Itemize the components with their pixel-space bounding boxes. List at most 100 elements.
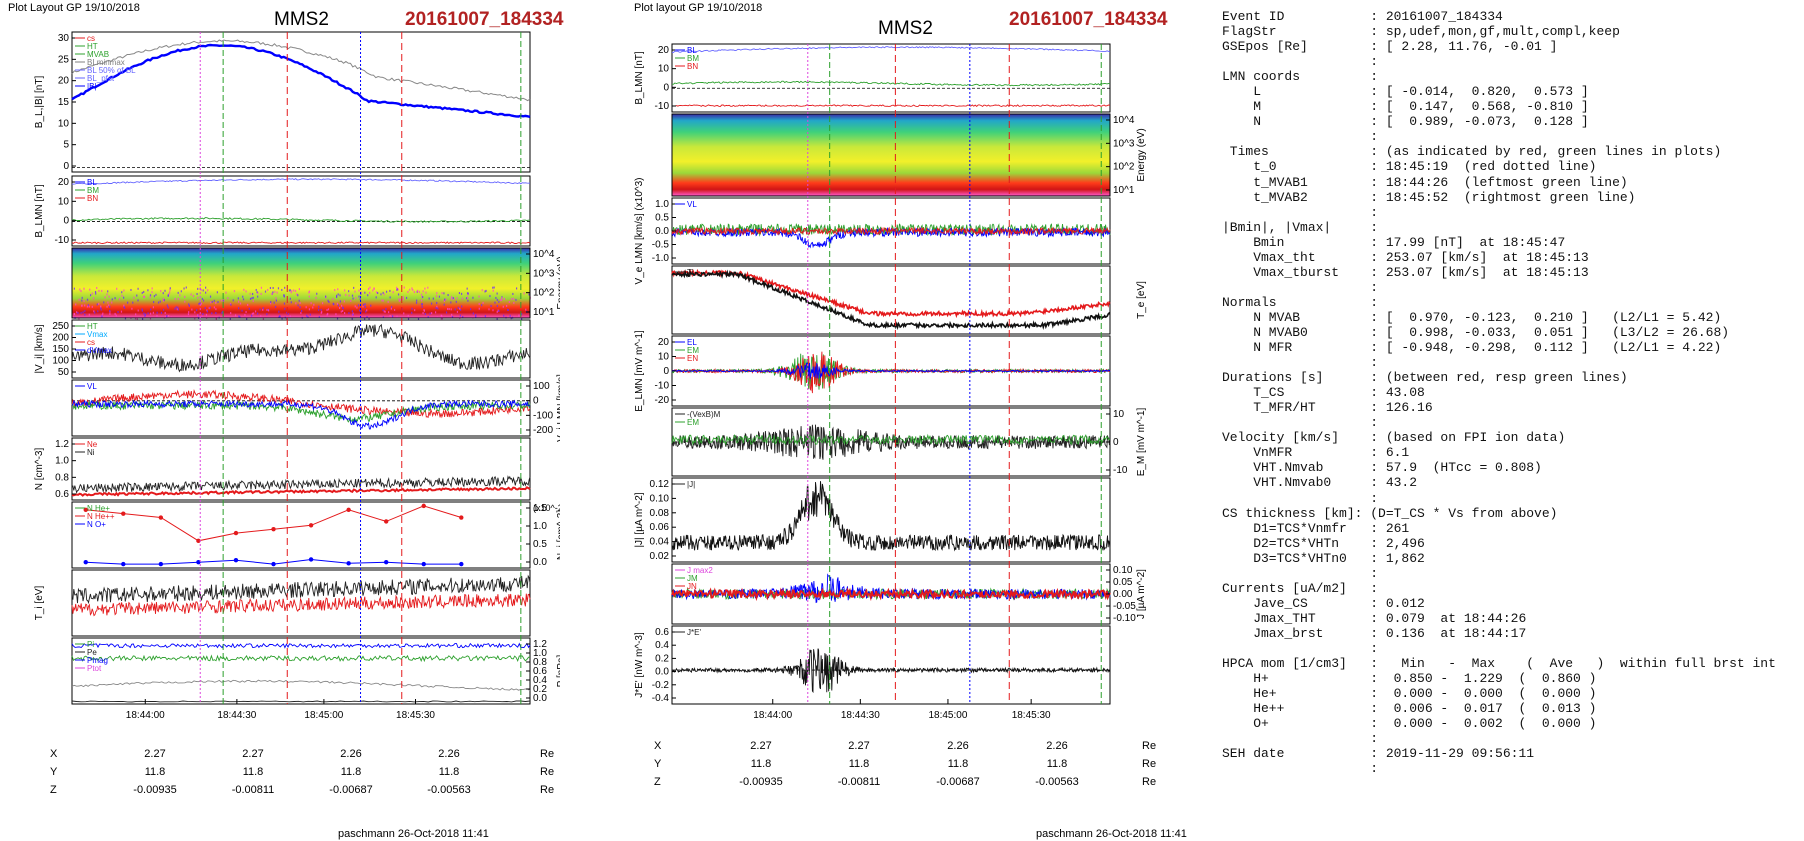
legend-label: VL bbox=[87, 382, 97, 391]
right-x-value: 2.26 bbox=[947, 740, 969, 752]
spectrogram-speckle bbox=[484, 316, 487, 319]
legend-label: Ti bbox=[687, 268, 694, 277]
legend-label: N He++ bbox=[87, 512, 115, 521]
spectrogram-speckle bbox=[190, 293, 192, 296]
spectrogram-speckle bbox=[272, 286, 274, 289]
spectrogram-speckle bbox=[390, 307, 392, 310]
spectrogram-speckle bbox=[79, 288, 81, 291]
left-y-value: 11.8 bbox=[438, 766, 460, 778]
spectrogram-speckle bbox=[197, 314, 199, 317]
spectrogram-speckle bbox=[160, 290, 162, 293]
spectrogram-speckle bbox=[131, 307, 133, 310]
summary-line: N MFR : [ -0.948, -0.298, 0.112 ] (L2/L1… bbox=[1222, 340, 1722, 356]
spectrogram-speckle bbox=[147, 312, 149, 315]
legend-label: dVmax bbox=[87, 346, 112, 355]
spectrogram-speckle bbox=[188, 304, 190, 307]
summary-line: N MVAB : [ 0.970, -0.123, 0.210 ] (L2/L1… bbox=[1222, 309, 1722, 325]
summary-line: : bbox=[1222, 54, 1379, 70]
data-point bbox=[383, 559, 389, 565]
spectrogram-speckle bbox=[209, 306, 211, 309]
spectrogram-speckle bbox=[435, 295, 438, 298]
spectrogram-speckle bbox=[447, 307, 449, 310]
spectrogram-speckle bbox=[197, 287, 199, 290]
y-tick-label: 20 bbox=[58, 76, 70, 87]
summary-line: N MVAB0 : [ 0.998, -0.033, 0.051 ] (L3/L… bbox=[1222, 324, 1730, 340]
summary-line: VHT.Nmvab0 : 43.2 bbox=[1222, 475, 1418, 491]
spectrogram-speckle bbox=[291, 290, 293, 293]
series-line bbox=[671, 226, 1111, 236]
legend-label: J max2 bbox=[687, 566, 713, 575]
left-x-value: 2.27 bbox=[242, 748, 264, 760]
spectrogram-speckle bbox=[358, 289, 360, 292]
y-tick-label: 100 bbox=[533, 381, 550, 392]
summary-line: : bbox=[1222, 415, 1379, 431]
y-tick-label: 200 bbox=[52, 333, 69, 344]
summary-line: D1=TCS*Vnmfr : 261 bbox=[1222, 520, 1410, 536]
spectrogram-speckle bbox=[101, 289, 103, 292]
summary-line: VHT.Nmvab : 57.9 (HTcc = 0.808) bbox=[1222, 460, 1542, 476]
spectrogram-speckle bbox=[259, 308, 261, 311]
spectrogram-speckle bbox=[143, 295, 146, 298]
spectrogram-speckle bbox=[163, 299, 165, 302]
spectrogram-speckle bbox=[382, 291, 384, 294]
y-tick-label: 1.0 bbox=[533, 648, 547, 659]
spectrogram-speckle bbox=[239, 316, 241, 319]
spectrogram-speckle bbox=[201, 297, 203, 300]
spectrogram-speckle bbox=[321, 310, 323, 313]
panel-frame bbox=[71, 569, 531, 637]
data-point bbox=[421, 503, 426, 509]
spectrogram-speckle bbox=[143, 312, 145, 315]
data-point bbox=[459, 515, 464, 520]
spectrogram-speckle bbox=[210, 301, 212, 304]
spectrogram-speckle bbox=[81, 296, 83, 299]
spectrogram-speckle bbox=[421, 303, 423, 306]
spectrogram-speckle bbox=[435, 307, 437, 310]
spectrogram-speckle bbox=[192, 294, 195, 297]
spectrogram-speckle bbox=[124, 306, 126, 309]
spectrogram-speckle bbox=[317, 308, 320, 311]
spectrogram-speckle bbox=[343, 300, 345, 303]
spectrogram-speckle bbox=[262, 307, 264, 310]
spectrogram-speckle bbox=[199, 302, 201, 305]
spectrogram-speckle bbox=[367, 287, 370, 290]
spectrogram-speckle bbox=[443, 292, 445, 295]
legend-label: JM bbox=[687, 574, 698, 583]
spectrogram-speckle bbox=[100, 308, 102, 311]
spectrogram-speckle bbox=[318, 305, 320, 308]
spectrogram-speckle bbox=[441, 292, 443, 295]
y-tick-label: 30 bbox=[58, 33, 70, 44]
series-line bbox=[671, 268, 1111, 319]
summary-line: t_0 : 18:45:19 (red dotted line) bbox=[1222, 159, 1597, 175]
spectrogram-speckle bbox=[270, 301, 272, 304]
spectrogram-speckle bbox=[255, 310, 257, 313]
series-line bbox=[71, 399, 531, 430]
spectrogram-speckle bbox=[337, 288, 339, 291]
spectrogram-speckle bbox=[251, 297, 253, 300]
spectrogram-speckle bbox=[73, 287, 75, 290]
spectrogram-speckle bbox=[241, 309, 243, 312]
spectrogram-speckle bbox=[456, 297, 458, 300]
spectrogram-speckle bbox=[373, 287, 375, 290]
spectrogram-speckle bbox=[450, 308, 452, 311]
spectrogram-speckle bbox=[292, 289, 295, 292]
right-y-value: 11.8 bbox=[1046, 758, 1068, 770]
left-y-value: 11.8 bbox=[340, 766, 362, 778]
legend-label: BN bbox=[87, 194, 98, 203]
panel-frame bbox=[671, 265, 1111, 335]
spectrogram-speckle bbox=[396, 288, 398, 291]
spectrogram-speckle bbox=[249, 297, 252, 300]
summary-line: Jmax_THT : 0.079 at 18:44:26 bbox=[1222, 610, 1527, 626]
y-tick-label: 10^4 bbox=[1113, 115, 1135, 126]
y-tick-label: 10^4 bbox=[533, 249, 555, 260]
y-tick-label: 10^3 bbox=[533, 268, 555, 279]
spectrogram-speckle bbox=[278, 316, 280, 319]
y-tick-label: 0.06 bbox=[650, 522, 670, 533]
legend-label: HT bbox=[87, 322, 98, 331]
spectrogram-speckle bbox=[392, 315, 394, 318]
y-tick-label: 0 bbox=[63, 161, 69, 172]
spectrogram-speckle bbox=[431, 312, 433, 315]
spectrogram-speckle bbox=[143, 290, 145, 293]
